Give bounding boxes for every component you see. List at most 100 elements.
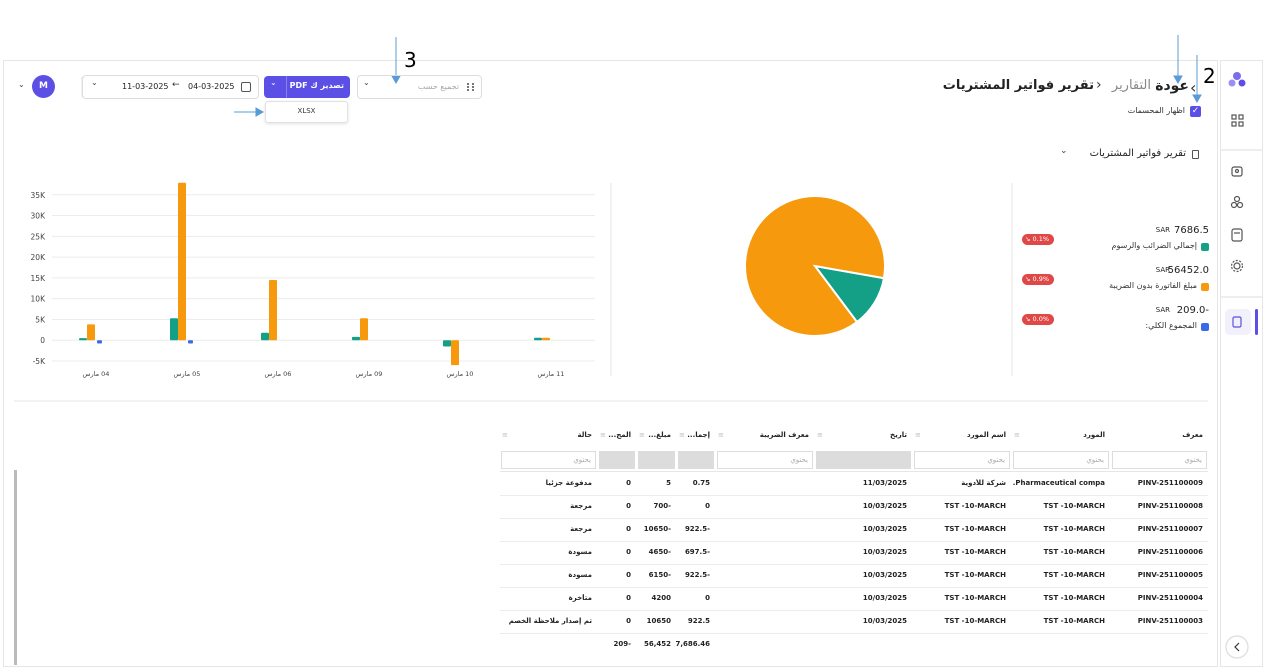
group-icon xyxy=(467,83,474,91)
table-cell: TST -10-MARCH xyxy=(944,502,1006,510)
chevron: ⌄ xyxy=(363,78,370,87)
avatar[interactable]: M xyxy=(32,75,55,98)
table-cell: TST -10-MARCH xyxy=(944,594,1006,602)
breadcrumb-sep: › xyxy=(1096,77,1102,93)
bar xyxy=(178,182,186,341)
annotation-label: 2 xyxy=(1203,64,1216,88)
column-filter[interactable]: يحتوي xyxy=(717,451,813,469)
bar xyxy=(542,337,550,341)
back-chevron[interactable]: ‹ xyxy=(1190,78,1197,97)
column-menu: ≡ xyxy=(502,431,508,439)
table-cell: شركة للأدوية xyxy=(961,479,1006,487)
table-cell: 10650 xyxy=(646,617,671,625)
arrow: ← xyxy=(172,80,180,90)
checkbox-label[interactable]: اظهار المحسمات xyxy=(1127,106,1185,115)
legend-name: إجمالي الضرائب والرسوم xyxy=(1111,241,1197,250)
table-cell: 5 xyxy=(666,479,671,487)
table-cell: 10/03/2025 xyxy=(862,571,907,579)
column-filter[interactable]: يحتوي xyxy=(501,451,596,469)
column-header[interactable]: مبلغ... xyxy=(648,431,671,439)
chevron[interactable]: ⌄ xyxy=(1060,146,1068,156)
chevron: ⌄ xyxy=(91,78,98,87)
column-header[interactable]: حالة xyxy=(577,431,592,439)
checkbox[interactable]: ✓ xyxy=(1190,106,1201,117)
table-cell: 0 xyxy=(626,571,631,579)
column-header[interactable]: تاريخ xyxy=(890,431,907,439)
change-value: 0.9% xyxy=(1032,275,1050,283)
summary-value: 7686.5 xyxy=(1174,225,1209,236)
export-option[interactable]: XLSX xyxy=(297,107,316,115)
x-tick-label: 05 مارس xyxy=(174,370,201,378)
bar xyxy=(79,338,87,341)
table-cell: TST -10-MARCH xyxy=(944,525,1006,533)
y-tick-label: 10K xyxy=(31,295,47,304)
y-tick-label: -5K xyxy=(33,357,46,366)
export-label: تصدير ك PDF xyxy=(289,81,344,90)
table-cell: 11/03/2025 xyxy=(862,479,907,487)
bar xyxy=(188,340,193,344)
table-cell: TST -10-MARCH xyxy=(1043,594,1105,602)
x-tick-label: 04 مارس xyxy=(83,370,110,378)
table-cell: مسودة xyxy=(568,548,592,556)
x-tick-label: 06 مارس xyxy=(265,370,292,378)
filter-placeholder: يحتوي xyxy=(790,456,808,464)
table-cell: -697.5 xyxy=(684,548,710,556)
table-cell: مرجعة xyxy=(570,525,592,533)
change-value: 0.1% xyxy=(1032,235,1050,243)
bar xyxy=(269,279,277,341)
table-cell: مسودة xyxy=(568,571,592,579)
table-cell: TST -10-MARCH xyxy=(944,617,1006,625)
group-by[interactable]: ⌄ تجميع حسب xyxy=(357,75,482,99)
filter-placeholder: يحتوي xyxy=(1184,456,1202,464)
page-title: تقرير فواتير المشتريات xyxy=(942,78,1094,93)
export-button[interactable]: ⌄ تصدير ك PDF xyxy=(264,76,350,98)
table-cell: TST -10-MARCH xyxy=(1043,525,1105,533)
legend-name: مبلغ الفاتورة بدون الضريبة xyxy=(1109,281,1197,290)
table-cell: PINV-251100007 xyxy=(1137,525,1203,533)
back-link[interactable]: عودة xyxy=(1155,78,1189,94)
column-header[interactable]: إجما... xyxy=(687,431,710,439)
chevron: ⌄ xyxy=(270,78,277,87)
table-total: -209 xyxy=(613,640,631,648)
column-menu: ≡ xyxy=(1014,431,1020,439)
x-tick-label: 10 مارس xyxy=(447,370,474,378)
column-filter[interactable]: يحتوي xyxy=(1013,451,1109,469)
change-badge: ↘ 0.1% xyxy=(1022,234,1055,245)
bar xyxy=(534,337,542,341)
column-header[interactable]: المج... xyxy=(608,431,631,439)
breadcrumb[interactable]: التقارير xyxy=(1111,78,1151,93)
column-menu: ≡ xyxy=(679,431,685,439)
scrollbar xyxy=(14,470,17,665)
table-cell: 0 xyxy=(705,502,710,510)
table-cell: مدفوعة جزئيا xyxy=(545,479,592,487)
x-tick-label: 09 مارس xyxy=(356,370,383,378)
bar xyxy=(170,318,178,341)
column-filter xyxy=(599,451,635,469)
table-cell: تم إصدار ملاحظة الخصم xyxy=(508,617,592,625)
bar xyxy=(451,340,459,366)
filter-placeholder: يحتوي xyxy=(987,456,1005,464)
column-header[interactable]: معرف الضريبة xyxy=(759,431,809,439)
table-cell: PINV-251100005 xyxy=(1137,571,1203,579)
section-title: تقرير فواتير المشتريات xyxy=(1089,148,1186,159)
y-tick-label: 20K xyxy=(31,253,47,262)
column-menu: ≡ xyxy=(639,431,645,439)
column-filter[interactable]: يحتوي xyxy=(914,451,1010,469)
table-cell: -922.5 xyxy=(684,571,710,579)
table-cell: Pharmaceutical compa... xyxy=(1012,479,1105,487)
bar xyxy=(97,340,102,344)
column-header[interactable]: معرف xyxy=(1182,431,1203,439)
annotation-label: 3 xyxy=(404,48,417,72)
table-cell: 10/03/2025 xyxy=(862,617,907,625)
column-header[interactable]: المورد xyxy=(1083,431,1105,439)
filter-placeholder: يحتوي xyxy=(573,456,591,464)
legend-swatch xyxy=(1201,323,1209,331)
date-range[interactable]: ⌄ 11-03-2025 ← 04-03-2025 xyxy=(82,75,259,99)
table-cell: 0 xyxy=(626,594,631,602)
table-cell: 922.5 xyxy=(687,617,710,625)
y-tick-label: 5K xyxy=(35,315,46,324)
column-filter[interactable]: يحتوي xyxy=(1112,451,1207,469)
column-header[interactable]: اسم المورد xyxy=(967,431,1006,439)
table-cell: TST -10-MARCH xyxy=(1043,617,1105,625)
